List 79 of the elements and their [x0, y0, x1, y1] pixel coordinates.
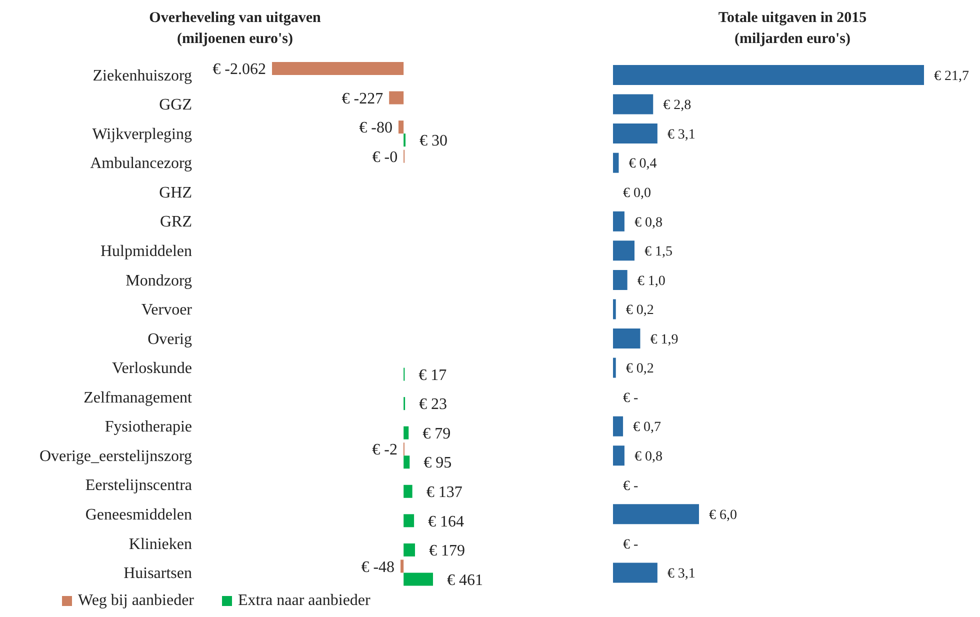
- bar: [613, 328, 640, 348]
- bar: [613, 504, 699, 524]
- y-tick-label: GRZ: [160, 214, 192, 231]
- data-label: € -: [623, 537, 638, 552]
- data-label: € -: [623, 478, 638, 494]
- y-tick-label: Wijkverpleging: [92, 126, 192, 143]
- data-label: € 0,4: [628, 156, 657, 172]
- data-label: € 6,0: [708, 508, 737, 524]
- data-label: € 3,1: [667, 566, 696, 582]
- data-label: € -48: [361, 558, 395, 576]
- bar: [400, 560, 404, 573]
- bar: [404, 456, 410, 469]
- bar: [613, 240, 634, 261]
- y-tick-label: Hulpmiddelen: [100, 242, 192, 260]
- data-label: € 95: [424, 454, 452, 472]
- bar: [398, 120, 404, 134]
- bar: [613, 124, 658, 144]
- y-tick-label: Huisartsen: [124, 565, 192, 582]
- bar: [613, 562, 658, 583]
- data-label: € 30: [419, 132, 448, 150]
- data-label: € 0,8: [634, 450, 662, 465]
- data-label: € -0: [372, 148, 398, 166]
- data-label: € 0,0: [623, 186, 651, 202]
- y-tick-label: Klinieken: [128, 536, 192, 553]
- data-label: € 137: [426, 484, 462, 501]
- data-label: € 461: [447, 572, 483, 589]
- bar: [404, 514, 414, 528]
- y-tick-label: Eerstelijnscentra: [85, 477, 192, 494]
- y-tick-label: Ambulancezorg: [90, 155, 192, 172]
- data-label: € 23: [419, 396, 448, 414]
- data-label: € -80: [359, 120, 392, 137]
- data-label: € 0,2: [626, 362, 654, 377]
- chart-title: Overheveling van uitgaven (miljoenen euro's): [148, 9, 322, 49]
- bar: [613, 65, 924, 85]
- data-label: € 2,8: [663, 98, 692, 114]
- y-tick-label: Verloskunde: [112, 360, 192, 378]
- data-label: € 0,7: [633, 420, 662, 436]
- bar: [389, 91, 404, 104]
- data-label: € 1,9: [650, 332, 678, 348]
- data-label: € 1,0: [637, 274, 666, 289]
- legend-label: Weg bij aanbieder: [78, 592, 194, 610]
- y-tick-label: Zelfmanagement: [84, 389, 193, 406]
- y-tick-label: GHZ: [159, 184, 192, 202]
- data-label: € -2: [372, 442, 398, 459]
- bar: [613, 152, 619, 173]
- y-tick-label: Overig: [148, 330, 192, 348]
- chart-title: Totale uitgaven in 2015 (miljarden euro's): [717, 9, 868, 49]
- bar: [272, 62, 404, 75]
- y-tick-label: Overige_eerstelijnszorg: [39, 448, 192, 465]
- bar: [613, 270, 628, 290]
- data-label: € 17: [418, 366, 447, 384]
- bar: [404, 543, 416, 556]
- data-label: € 79: [422, 425, 451, 442]
- legend-label: Extra naar aanbieder: [238, 592, 370, 610]
- bar: [404, 572, 433, 586]
- data-label: € 0,2: [626, 303, 654, 318]
- bar: [613, 94, 654, 114]
- bar: [613, 446, 624, 466]
- data-label: € 1,5: [644, 244, 672, 260]
- y-tick-label: Mondzorg: [126, 272, 192, 290]
- bar: [613, 416, 624, 436]
- y-tick-label: Ziekenhuiszorg: [92, 67, 192, 84]
- data-label: € 21,7: [934, 68, 969, 84]
- bar: [613, 211, 624, 232]
- data-label: € -2.062: [212, 61, 266, 78]
- bar: [613, 358, 616, 378]
- y-tick-label: Vervoer: [141, 302, 193, 319]
- data-label: € 3,1: [667, 127, 696, 142]
- y-tick-label: Fysiotherapie: [104, 418, 192, 436]
- data-label: € 164: [428, 513, 464, 530]
- data-label: € 179: [429, 542, 466, 560]
- data-label: € 0,8: [634, 215, 662, 230]
- data-label: € -: [623, 390, 638, 406]
- bar: [404, 484, 412, 498]
- bar: [404, 426, 409, 440]
- y-tick-label: GGZ: [159, 96, 192, 114]
- data-label: € -227: [342, 90, 384, 108]
- y-tick-label: Geneesmiddelen: [85, 506, 192, 524]
- bar: [613, 299, 616, 320]
